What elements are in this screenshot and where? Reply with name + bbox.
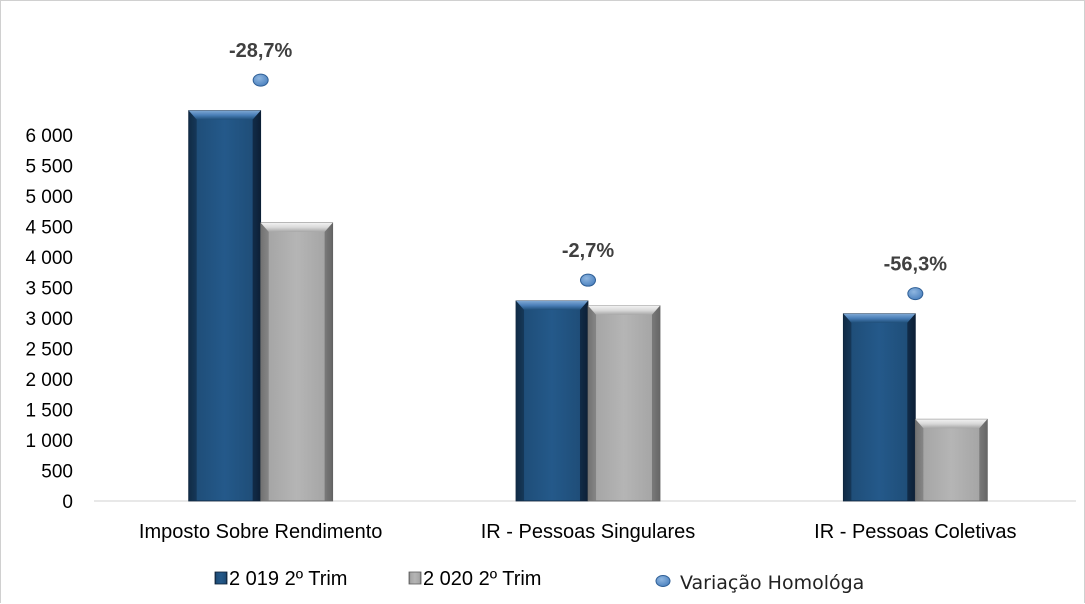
category-label: Imposto Sobre Rendimento <box>139 521 382 543</box>
y-tick-label: 4 500 <box>25 218 73 239</box>
y-tick-label: 6 000 <box>25 126 73 147</box>
bar-2020-1 <box>587 305 661 502</box>
bar-2019-0 <box>188 110 262 502</box>
y-tick-label: 1 500 <box>25 401 73 422</box>
legend-2020: 2 020 2º Trim <box>408 568 541 590</box>
bar-2020-0 <box>260 222 334 502</box>
legend-2019: 2 019 2º Trim <box>214 568 347 590</box>
legend-swatch <box>408 571 422 585</box>
bar-2019-1 <box>515 300 589 502</box>
legend-label: Variação Homológa <box>680 572 864 594</box>
y-tick-label: 3 000 <box>25 309 73 330</box>
y-tick-label: 2 500 <box>25 340 73 361</box>
y-tick-label: 2 000 <box>25 370 73 391</box>
y-tick-label: 1 000 <box>25 431 73 452</box>
y-tick-label: 5 000 <box>25 187 73 208</box>
legend-marker <box>655 575 671 587</box>
category-label: IR - Pessoas Singulares <box>481 521 696 543</box>
variation-labels: -28,7% -2,7% -56,3% <box>229 40 948 301</box>
bar-2020-2 <box>914 418 988 502</box>
legend-label: 2 019 2º Trim <box>229 568 347 590</box>
category-labels: Imposto Sobre Rendimento IR - Pessoas Sin… <box>139 521 1017 543</box>
y-axis-ticks: 0 500 1 000 1 500 2 000 2 500 3 000 3 500 4 000 4… <box>25 126 73 513</box>
variation-marker <box>907 287 924 301</box>
variation-label: -28,7% <box>229 40 293 62</box>
y-tick-label: 500 <box>41 462 73 483</box>
variation-label: -56,3% <box>884 254 948 276</box>
y-tick-label: 4 000 <box>25 248 73 269</box>
legend-swatch <box>214 571 228 585</box>
y-tick-label: 0 <box>62 492 73 513</box>
variation-label: -2,7% <box>562 240 614 262</box>
variation-marker <box>252 73 269 87</box>
variation-marker <box>580 273 596 287</box>
legend-label: 2 020 2º Trim <box>423 568 541 590</box>
legend: 2 019 2º Trim 2 020 2º Trim Variação Homol… <box>214 568 864 594</box>
category-label: IR - Pessoas Coletivas <box>814 521 1016 543</box>
y-tick-label: 5 500 <box>25 157 73 178</box>
y-tick-label: 3 500 <box>25 279 73 300</box>
legend-variation: Variação Homológa <box>655 572 864 594</box>
bars <box>188 110 988 502</box>
bar-2019-2 <box>842 313 916 502</box>
